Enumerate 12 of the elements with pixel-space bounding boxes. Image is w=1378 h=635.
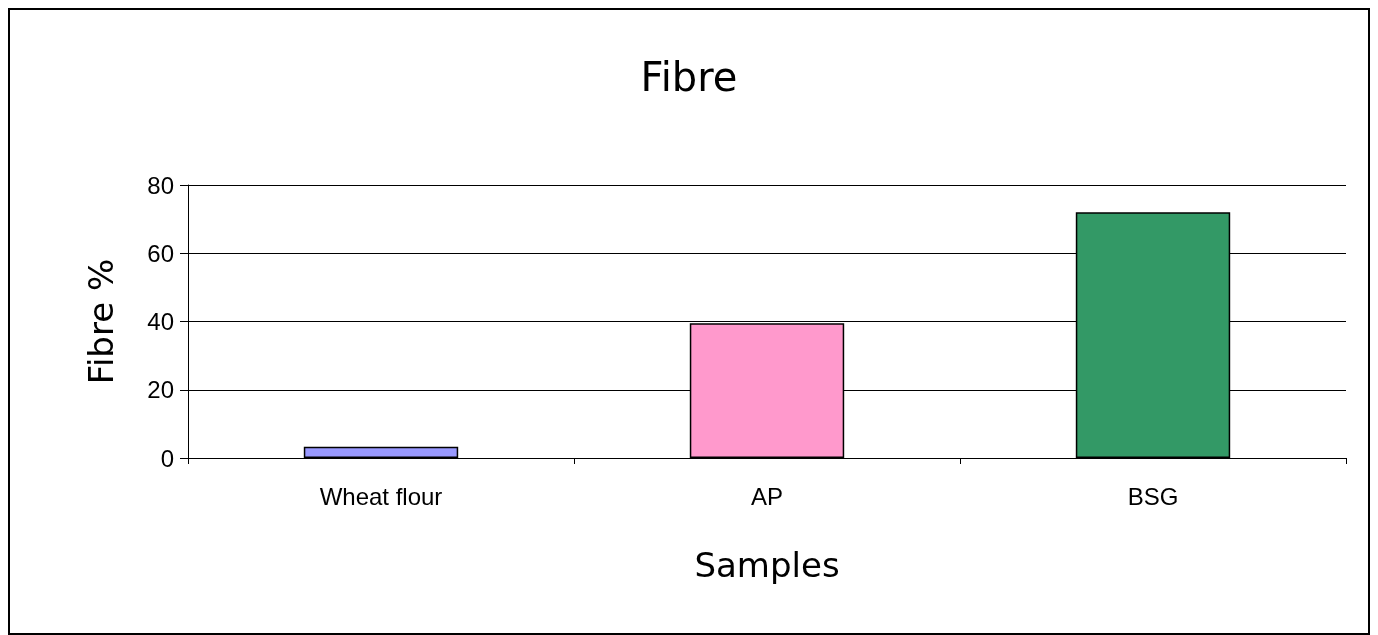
y-tick-label: 20 xyxy=(147,376,174,404)
y-tick-label: 40 xyxy=(147,308,174,335)
x-tick-label: Wheat flour xyxy=(319,482,443,510)
y-axis-title: Fibre % xyxy=(81,258,121,385)
x-tick-label: BSG xyxy=(1127,482,1179,510)
y-tick-label: 80 xyxy=(147,171,174,199)
y-tick-label: 0 xyxy=(160,444,174,472)
chart-title: Fibre xyxy=(640,54,738,100)
y-tick-label: 60 xyxy=(147,239,174,267)
x-tick-label: AP xyxy=(750,482,784,510)
x-axis-title: Samples xyxy=(694,545,840,585)
bar xyxy=(303,446,459,458)
